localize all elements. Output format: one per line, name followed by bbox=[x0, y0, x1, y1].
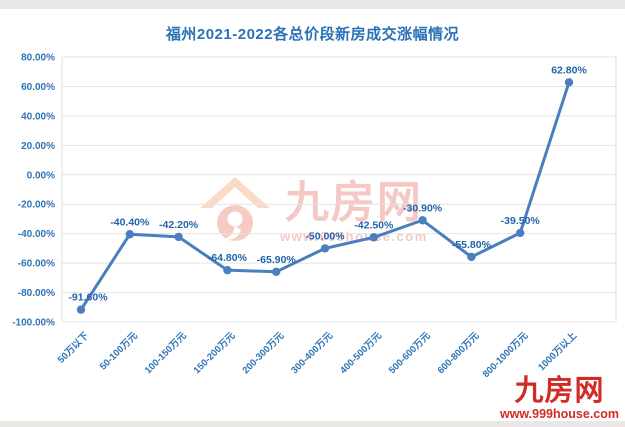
data-point bbox=[320, 244, 330, 253]
data-point-label: -40.40% bbox=[110, 216, 150, 228]
data-point-label: -42.50% bbox=[354, 219, 394, 231]
x-axis-category-label: 600-800万元 bbox=[436, 330, 482, 376]
data-point-label: -30.90% bbox=[403, 202, 443, 214]
x-axis-category-label: 1000万以上 bbox=[536, 329, 580, 373]
x-axis-category-label: 200-300万元 bbox=[240, 330, 286, 376]
site-logo: 九房网 www.999house.com bbox=[499, 375, 619, 422]
x-axis-category-label: 500-600万元 bbox=[387, 330, 433, 376]
data-point bbox=[125, 230, 134, 239]
data-point-label: -42.20% bbox=[159, 219, 199, 231]
x-axis-category-label: 150-200万元 bbox=[192, 330, 238, 376]
y-axis-tick-label: -80.00% bbox=[18, 288, 55, 299]
y-axis-tick-label: -100.00% bbox=[12, 318, 55, 329]
x-axis-category-label: 800-1000万元 bbox=[481, 330, 531, 380]
x-axis-category-label: 400-500万元 bbox=[338, 330, 384, 376]
y-axis-tick-label: 0.00% bbox=[27, 170, 55, 181]
x-axis-category-label: 50-100万元 bbox=[98, 330, 140, 372]
y-axis-tick-label: 20.00% bbox=[21, 141, 55, 152]
y-axis-tick-label: -20.00% bbox=[18, 200, 55, 211]
data-point-label: -64.80% bbox=[208, 252, 248, 264]
data-point bbox=[272, 267, 281, 276]
data-point-label: -50.00% bbox=[305, 230, 345, 242]
data-point bbox=[418, 216, 427, 225]
data-point-label: -65.90% bbox=[257, 254, 297, 266]
site-logo-url: www.999house.com bbox=[499, 407, 619, 421]
data-point-label: 62.80% bbox=[551, 64, 587, 76]
data-point bbox=[516, 228, 525, 238]
data-point bbox=[369, 233, 378, 242]
data-point-label: -39.50% bbox=[501, 215, 541, 227]
y-axis-tick-label: -60.00% bbox=[18, 259, 55, 270]
x-axis-category-label: 50万以下 bbox=[56, 330, 92, 366]
data-point-label: -91.60% bbox=[68, 292, 108, 304]
data-point bbox=[564, 78, 574, 87]
bottom-border-strip bbox=[0, 421, 625, 427]
data-point bbox=[76, 305, 86, 314]
site-logo-text: 九房网 bbox=[514, 375, 605, 407]
x-axis-category-label: 100-150万元 bbox=[143, 330, 189, 376]
y-axis-tick-label: 40.00% bbox=[21, 111, 55, 122]
y-axis-tick-label: -40.00% bbox=[18, 229, 55, 240]
data-point bbox=[223, 265, 232, 275]
y-axis-tick-label: 60.00% bbox=[21, 82, 55, 93]
chart-title: 福州2021-2022各总价段新房成交涨幅情况 bbox=[165, 26, 460, 43]
series-line bbox=[79, 80, 571, 312]
x-axis-category-label: 300-400万元 bbox=[289, 330, 335, 376]
data-point bbox=[174, 232, 183, 242]
top-border-strip bbox=[0, 0, 625, 9]
data-point-label: -55.80% bbox=[452, 239, 492, 251]
y-axis-tick-label: 80.00% bbox=[21, 53, 55, 64]
data-point bbox=[467, 252, 476, 262]
